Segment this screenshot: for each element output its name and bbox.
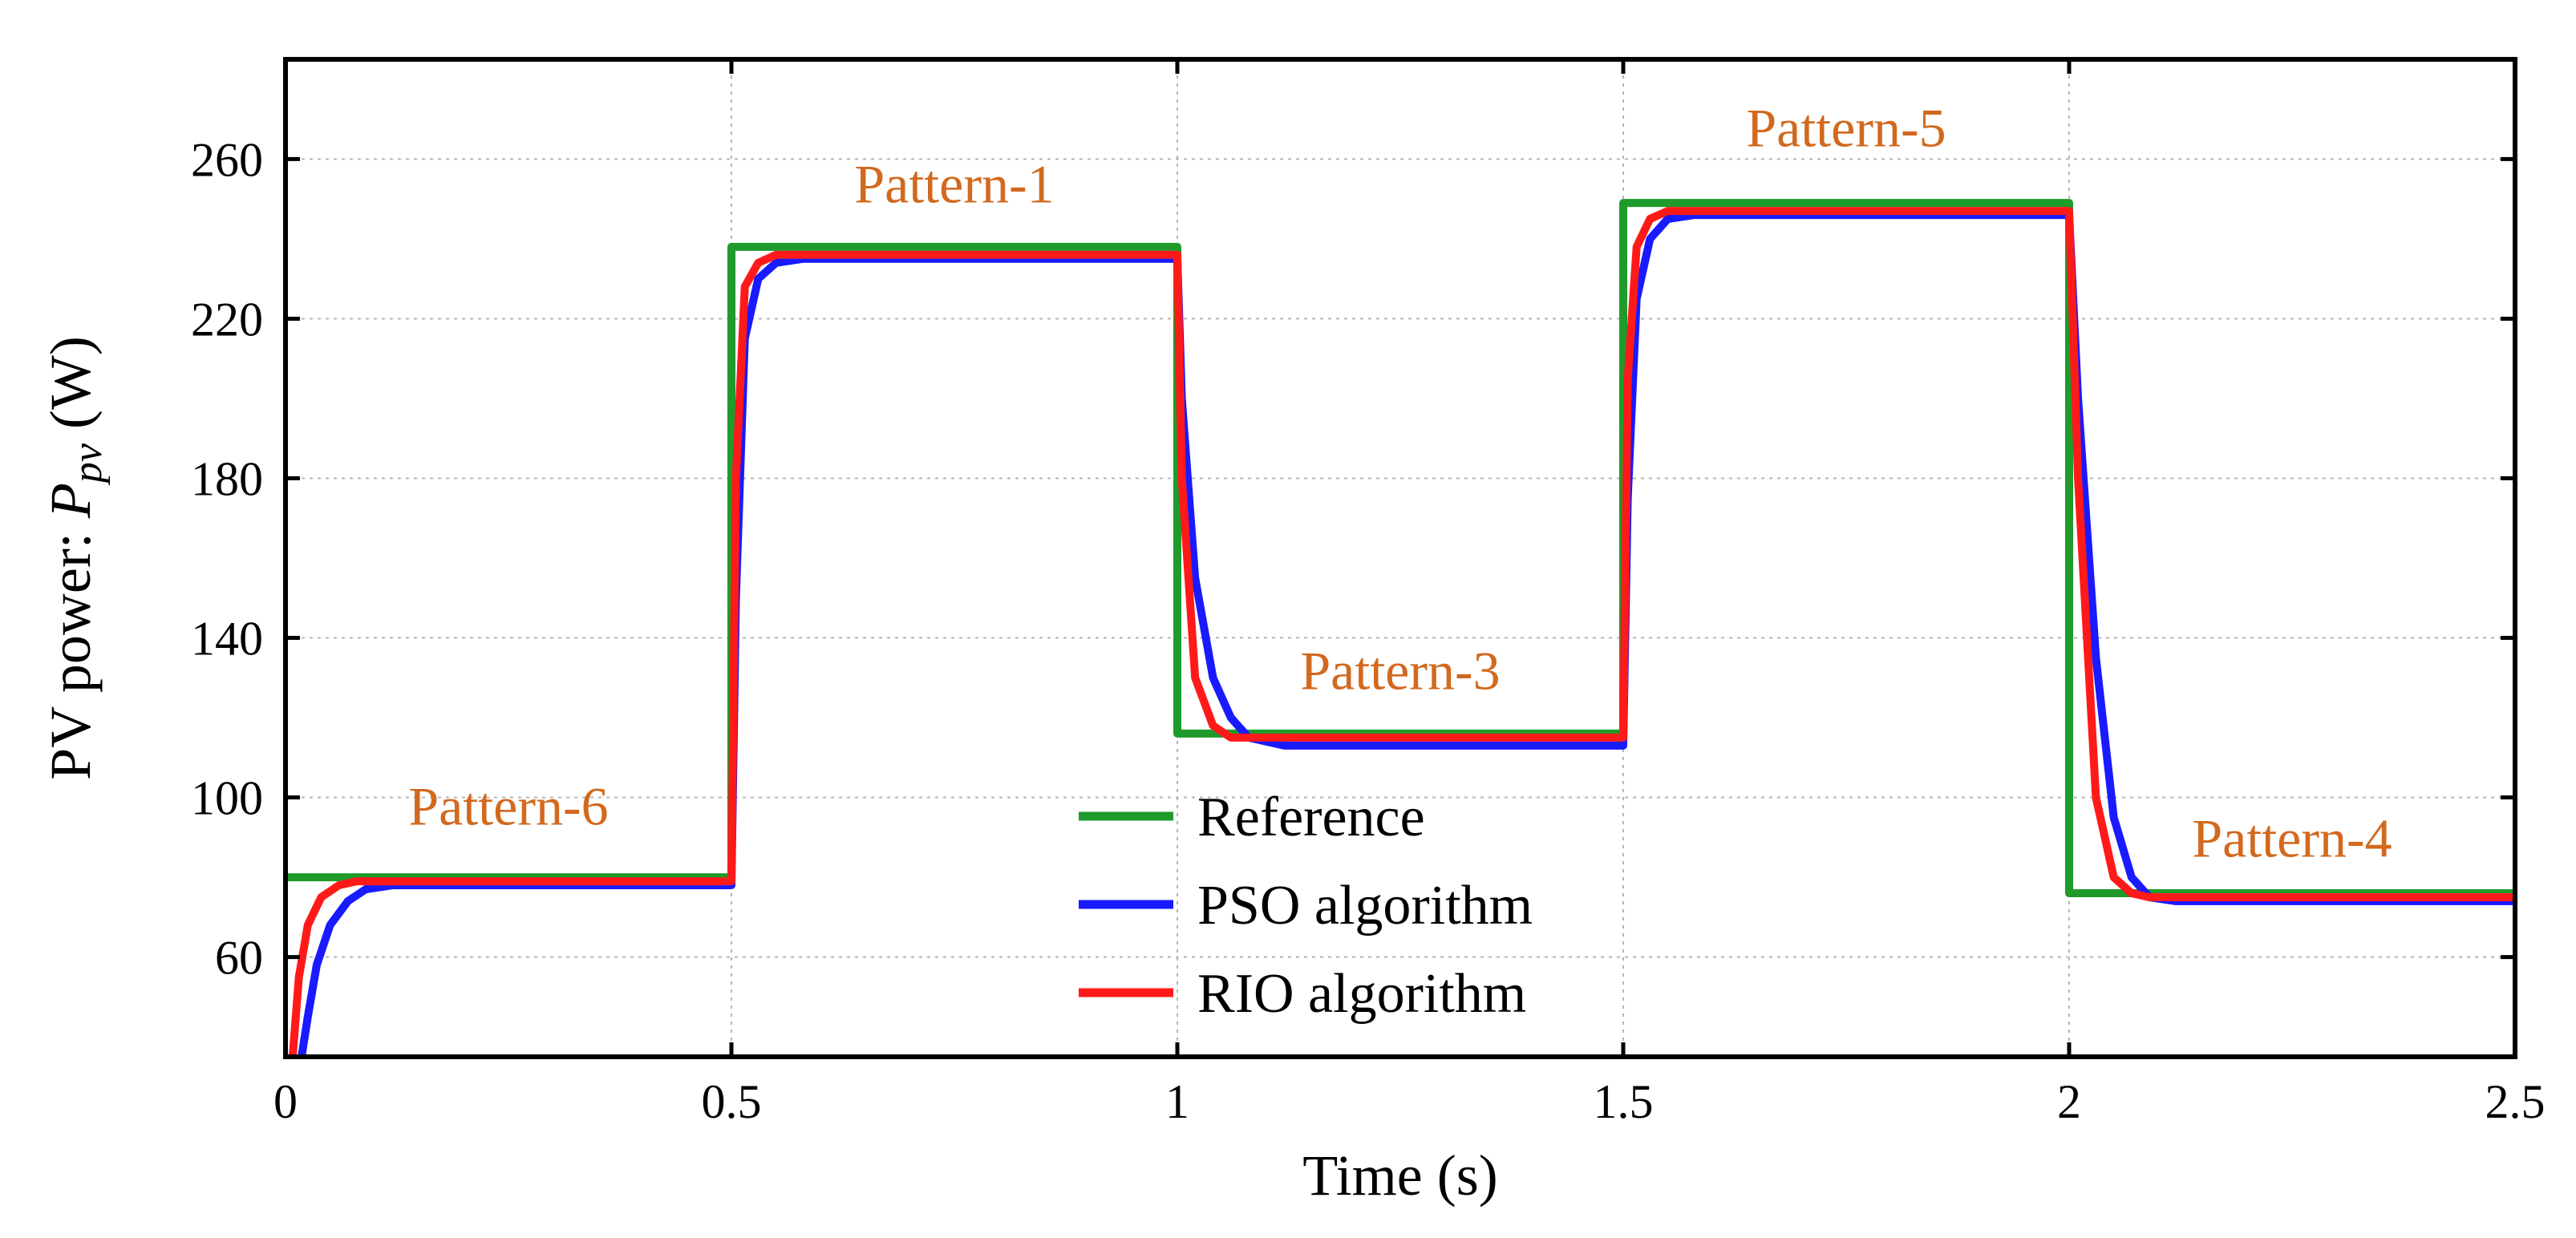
- legend-label: PSO algorithm: [1197, 875, 1533, 937]
- pattern-annotation: Pattern-3: [1300, 640, 1500, 701]
- pattern-annotation: Pattern-4: [2192, 807, 2392, 868]
- legend-label: Reference: [1197, 787, 1425, 848]
- y-axis-title-symbol: P: [38, 483, 103, 519]
- y-tick-label: 180: [191, 452, 263, 505]
- plot-frame: [283, 57, 2517, 1059]
- y-axis-title-prefix: PV power:: [38, 518, 103, 780]
- y-axis-title-unit: (W): [38, 336, 103, 443]
- y-axis-title: PV power: Ppv (W): [38, 336, 111, 780]
- y-tick-label: 100: [191, 772, 263, 825]
- legend-label: RIO algorithm: [1197, 963, 1526, 1025]
- x-tick-label: 0: [273, 1075, 298, 1128]
- y-tick-label: 260: [191, 133, 263, 186]
- legend: Reference PSO algorithm RIO algorithm: [1079, 787, 1533, 1025]
- series-line-3: [288, 207, 2515, 1057]
- x-tick-label: 1: [1165, 1075, 1189, 1128]
- x-tick-label: 0.5: [702, 1075, 762, 1128]
- ticks: 0 0.5 1 1.5 2 2.5 60 100 140 180 220 260: [191, 59, 2546, 1128]
- x-tick-label: 2.5: [2485, 1075, 2546, 1128]
- x-axis-title: Time (s): [1302, 1143, 1497, 1208]
- pattern-annotation: Pattern-1: [854, 153, 1054, 214]
- annotations: Pattern-6 Pattern-1 Pattern-3 Pattern-5 Patt…: [408, 98, 2392, 869]
- y-tick-label: 220: [191, 293, 263, 346]
- y-tick-label: 60: [215, 932, 263, 985]
- series-lines: [286, 199, 2515, 1057]
- y-tick-label: 140: [191, 613, 263, 666]
- y-axis-title-subscript: pv: [65, 443, 111, 486]
- pattern-annotation: Pattern-5: [1746, 98, 1946, 159]
- series-line-2: [298, 211, 2515, 1057]
- pattern-annotation: Pattern-6: [408, 776, 608, 837]
- x-tick-label: 1.5: [1594, 1075, 1654, 1128]
- x-tick-label: 2: [2057, 1075, 2081, 1128]
